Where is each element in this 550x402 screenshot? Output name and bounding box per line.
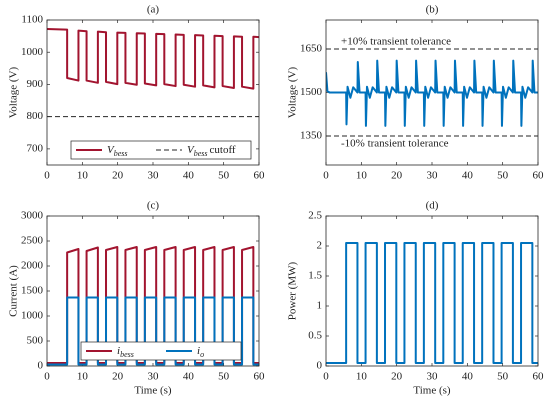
x-tick-label: 0 — [44, 371, 50, 383]
x-tick-label: 20 — [112, 371, 124, 383]
y-tick-label: 1500 — [21, 285, 44, 297]
legend-subscript: bess — [114, 149, 128, 158]
x-tick-label: 0 — [323, 170, 329, 182]
x-tick-label: 20 — [112, 170, 124, 182]
x-tick-label: 50 — [497, 170, 509, 182]
legend-label: Vbess cutoff — [187, 144, 236, 159]
y-tick-label: 0.5 — [308, 330, 322, 342]
y-axis-label: Voltage (V) — [8, 66, 20, 118]
y-axis-label: Power (MW) — [287, 261, 299, 320]
legend-subscript: bess — [194, 149, 208, 158]
legend-text: cutoff — [210, 144, 236, 156]
x-tick-label: 40 — [183, 170, 195, 182]
legend-label: ibess — [117, 345, 134, 360]
y-tick-label: 2500 — [21, 235, 44, 247]
x-axis-label: Time (s) — [134, 385, 172, 397]
y-tick-label: 1000 — [21, 310, 44, 322]
panel-title: (b) — [426, 4, 439, 16]
y-tick-label: 0 — [317, 360, 323, 372]
y-tick-label: 2000 — [21, 260, 44, 272]
x-tick-label: 60 — [254, 170, 266, 182]
x-tick-label: 10 — [77, 371, 89, 383]
legend-subscript: o — [200, 350, 204, 359]
y-tick-label: 1650 — [300, 43, 323, 55]
reference-label: -10% transient tolerance — [341, 138, 449, 150]
legend-text: i — [197, 345, 200, 357]
y-tick-label: 700 — [27, 142, 44, 154]
y-tick-label: 1.5 — [308, 270, 322, 282]
x-tick-label: 30 — [427, 170, 439, 182]
y-tick-label: 800 — [27, 110, 44, 122]
panel-title: (d) — [426, 200, 439, 212]
x-tick-label: 30 — [427, 371, 439, 383]
series-line — [326, 242, 538, 364]
legend-text: V — [187, 144, 195, 156]
x-tick-label: 10 — [77, 170, 89, 182]
y-tick-label: 2 — [317, 240, 323, 252]
x-tick-label: 60 — [254, 371, 266, 383]
y-tick-label: 500 — [27, 335, 44, 347]
y-tick-label: 900 — [27, 78, 44, 90]
x-tick-label: 20 — [391, 371, 403, 383]
x-tick-label: 20 — [391, 170, 403, 182]
x-tick-label: 60 — [533, 170, 545, 182]
y-tick-label: 1500 — [300, 86, 323, 98]
x-tick-label: 60 — [533, 371, 545, 383]
y-axis-label: Voltage (V) — [287, 66, 299, 118]
y-tick-label: 1350 — [300, 130, 323, 142]
x-axis-label: Time (s) — [413, 385, 451, 397]
y-axis-label: Current (A) — [8, 265, 20, 317]
axes-frame — [46, 215, 260, 367]
panel-title: (a) — [147, 4, 160, 16]
y-tick-label: 0 — [38, 360, 44, 372]
x-tick-label: 10 — [356, 371, 368, 383]
series-line — [47, 296, 259, 366]
legend-label: Vbess — [107, 144, 128, 159]
legend-box — [80, 341, 242, 361]
legend-text: V — [107, 144, 115, 156]
series-line — [326, 59, 538, 127]
x-tick-label: 40 — [183, 371, 195, 383]
series-line — [47, 246, 259, 364]
series-line — [47, 28, 259, 90]
x-tick-label: 50 — [218, 170, 230, 182]
axes-frame — [325, 215, 539, 367]
legend-text: i — [117, 345, 120, 357]
reference-label: +10% transient tolerance — [341, 36, 451, 48]
legend-subscript: bess — [120, 350, 134, 359]
x-tick-label: 30 — [148, 170, 160, 182]
x-tick-label: 10 — [356, 170, 368, 182]
axes-frame — [46, 19, 260, 166]
x-tick-label: 0 — [44, 170, 50, 182]
y-tick-label: 1100 — [21, 14, 43, 26]
x-tick-label: 0 — [323, 371, 329, 383]
legend-label: io — [197, 345, 204, 360]
axes-frame — [325, 19, 539, 166]
x-tick-label: 40 — [462, 371, 474, 383]
y-tick-label: 1 — [317, 300, 323, 312]
y-tick-label: 3000 — [21, 210, 44, 222]
y-tick-label: 1000 — [21, 46, 44, 58]
y-tick-label: 2.5 — [308, 210, 322, 222]
x-tick-label: 50 — [218, 371, 230, 383]
panel-title: (c) — [147, 200, 160, 212]
x-tick-label: 40 — [462, 170, 474, 182]
x-tick-label: 50 — [497, 371, 509, 383]
x-tick-label: 30 — [148, 371, 160, 383]
